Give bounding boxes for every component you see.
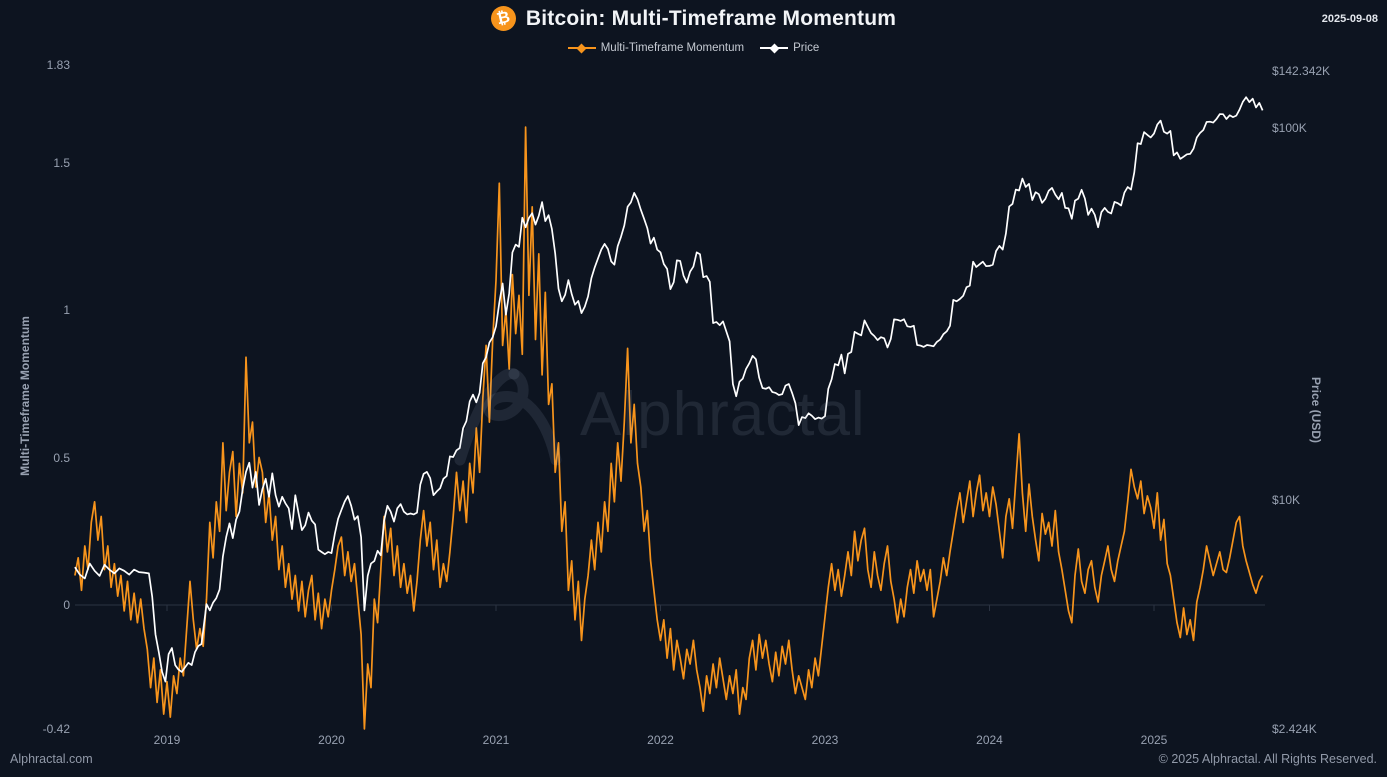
y-left-tick-label: 1.5: [53, 155, 70, 170]
series-line-momentum: [74, 126, 1264, 730]
legend-label-price: Price: [793, 42, 820, 54]
y-left-tick-label: 0: [63, 598, 70, 612]
y-right-tick-label: $10K: [1272, 493, 1301, 507]
x-axis-tick-label: 2021: [482, 733, 510, 747]
legend-item-price[interactable]: Price: [760, 42, 819, 54]
x-axis-tick-label: 2019: [153, 733, 181, 747]
price-legend-marker-icon: [760, 43, 789, 53]
y-left-tick-label: 1.83: [46, 58, 70, 73]
legend-item-momentum[interactable]: Multi-Timeframe Momentum: [567, 42, 745, 54]
x-axis-tick-label: 2025: [1140, 733, 1168, 747]
y-left-tick-label: 1: [63, 303, 70, 317]
x-axis-tick-label: 2020: [318, 733, 345, 747]
momentum-legend-marker-icon: [567, 43, 596, 53]
legend-label-momentum: Multi-Timeframe Momentum: [600, 42, 745, 54]
date-label: 2025-09-08: [1321, 13, 1378, 25]
y-right-tick-label: $142.342K: [1272, 63, 1331, 78]
title-wrap: ₿ Bitcoin: Multi-Timeframe Momentum: [0, 6, 1387, 31]
page-title: Bitcoin: Multi-Timeframe Momentum: [525, 6, 897, 30]
footer-site-link[interactable]: Alphractal.com: [10, 752, 93, 766]
header: ₿ Bitcoin: Multi-Timeframe Momentum 2025…: [0, 0, 1387, 40]
y-left-tick-label: 0.5: [53, 450, 70, 465]
footer-copyright: © 2025 Alphractal. All Rights Reserved.: [1158, 752, 1377, 766]
y-right-axis-title: Price (USD): [1309, 376, 1323, 444]
y-left-tick-label: -0.42: [42, 721, 70, 736]
x-axis-tick-label: 2023: [811, 733, 839, 747]
y-right-tick-label: $2.424K: [1272, 721, 1317, 736]
x-axis-tick-label: 2022: [647, 733, 674, 747]
bitcoin-icon: ₿: [490, 6, 516, 31]
x-axis-tick-label: 2024: [976, 733, 1003, 747]
series-line-price: [74, 96, 1264, 683]
legend: Multi-Timeframe Momentum Price: [0, 42, 1387, 54]
y-right-tick-label: $100K: [1272, 121, 1307, 135]
